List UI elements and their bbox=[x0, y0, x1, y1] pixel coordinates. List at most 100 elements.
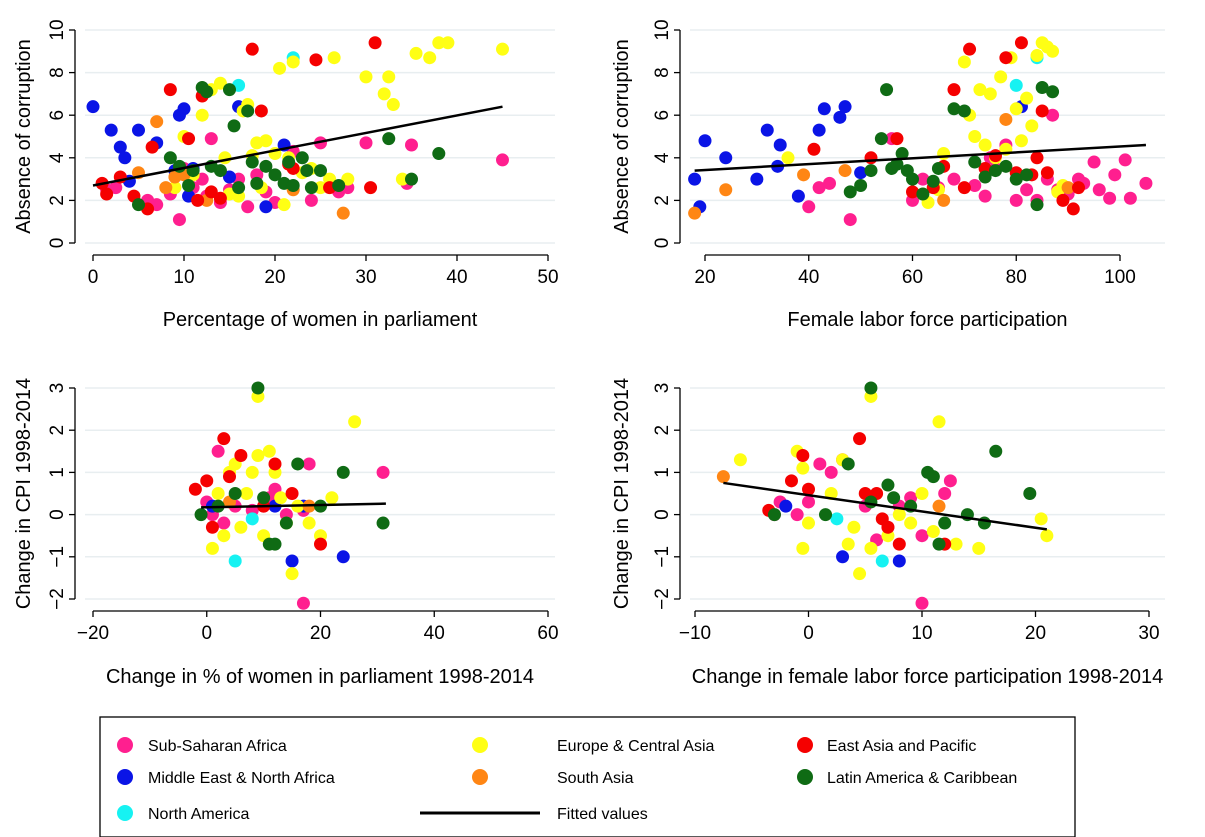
data-point bbox=[881, 478, 895, 492]
x-tick-label: 0 bbox=[88, 267, 99, 288]
data-point bbox=[348, 415, 362, 429]
data-point bbox=[245, 42, 259, 56]
data-point bbox=[802, 200, 816, 214]
data-point bbox=[854, 166, 868, 180]
data-point bbox=[291, 457, 305, 471]
data-point bbox=[113, 140, 127, 154]
data-point bbox=[223, 170, 236, 184]
legend-marker bbox=[117, 769, 133, 785]
data-point bbox=[314, 537, 327, 551]
y-tick-label: 2 bbox=[47, 195, 68, 206]
y-tick-label: 6 bbox=[47, 110, 68, 121]
x-tick-label: 0 bbox=[201, 623, 212, 644]
data-point bbox=[332, 178, 346, 192]
data-point bbox=[309, 53, 323, 67]
x-tick-label: 80 bbox=[1006, 267, 1027, 288]
x-tick-label: 60 bbox=[537, 623, 558, 644]
data-point bbox=[1046, 108, 1060, 122]
data-point bbox=[937, 193, 951, 207]
y-tick-label: 2 bbox=[652, 195, 673, 206]
data-point bbox=[875, 554, 889, 568]
data-point bbox=[218, 151, 232, 165]
data-point bbox=[906, 172, 919, 186]
data-point bbox=[887, 491, 901, 505]
data-point bbox=[698, 134, 712, 148]
data-point bbox=[947, 83, 961, 97]
data-point bbox=[716, 470, 730, 484]
x-tick-label: 10 bbox=[173, 267, 194, 288]
x-axis-title: Female labor force participation bbox=[787, 309, 1067, 331]
legend-marker bbox=[797, 769, 813, 785]
data-point bbox=[926, 524, 940, 538]
x-tick-label: 20 bbox=[1025, 623, 1046, 644]
data-point bbox=[188, 482, 202, 496]
data-point bbox=[1009, 102, 1023, 116]
series-north-america bbox=[228, 512, 259, 568]
data-point bbox=[915, 487, 929, 500]
data-point bbox=[359, 70, 373, 84]
data-point bbox=[109, 181, 123, 195]
y-tick-label: 8 bbox=[652, 67, 673, 78]
legend-marker bbox=[472, 769, 488, 785]
data-point bbox=[1023, 487, 1037, 500]
y-tick-label: 2 bbox=[47, 425, 68, 436]
data-point bbox=[405, 138, 418, 152]
legend-marker bbox=[117, 805, 133, 821]
data-point bbox=[200, 85, 214, 99]
series-europe-and-central-asia bbox=[168, 36, 509, 212]
data-point bbox=[719, 151, 733, 165]
x-tick-label: 40 bbox=[798, 267, 819, 288]
data-point bbox=[285, 487, 299, 500]
x-tick-label: 50 bbox=[537, 267, 558, 288]
data-point bbox=[843, 185, 857, 199]
data-point bbox=[880, 83, 894, 97]
legend-label: Fitted values bbox=[557, 806, 648, 823]
data-point bbox=[194, 508, 208, 522]
data-point bbox=[341, 172, 355, 186]
y-tick-label: 0 bbox=[47, 509, 68, 520]
data-point bbox=[1030, 151, 1044, 165]
series-latin-america-and-caribbean bbox=[843, 81, 1060, 212]
data-point bbox=[1009, 78, 1023, 92]
data-point bbox=[250, 176, 264, 190]
data-point bbox=[200, 474, 214, 488]
data-point bbox=[817, 102, 831, 116]
x-tick-label: 60 bbox=[902, 267, 923, 288]
data-point bbox=[947, 172, 961, 186]
data-point bbox=[841, 457, 855, 471]
data-point bbox=[217, 529, 231, 543]
data-point bbox=[228, 554, 242, 568]
x-tick-label: −20 bbox=[77, 623, 109, 644]
legend-label: North America bbox=[148, 806, 249, 823]
data-point bbox=[864, 381, 878, 395]
data-point bbox=[874, 132, 888, 146]
data-point bbox=[904, 516, 918, 530]
data-point bbox=[957, 104, 971, 118]
data-point bbox=[994, 70, 1008, 84]
data-point bbox=[807, 142, 821, 156]
data-point bbox=[864, 151, 878, 165]
data-point bbox=[843, 213, 857, 227]
data-point bbox=[915, 596, 929, 610]
data-point bbox=[836, 550, 850, 564]
data-point bbox=[931, 161, 945, 175]
data-point bbox=[213, 164, 227, 178]
data-point bbox=[314, 164, 327, 178]
chart-panel-2: 0 2 4 6 8 10 20 40 60 80 100 Female labor force par… bbox=[611, 19, 1165, 331]
data-point bbox=[989, 149, 1002, 163]
data-point bbox=[797, 168, 811, 182]
data-point bbox=[750, 172, 764, 186]
data-point bbox=[282, 155, 296, 169]
data-point bbox=[191, 193, 205, 207]
data-point bbox=[688, 172, 702, 186]
data-point bbox=[211, 487, 225, 500]
data-point bbox=[262, 444, 276, 458]
series-middle-east-and-north-africa bbox=[779, 499, 906, 568]
data-point bbox=[824, 465, 838, 479]
data-point bbox=[892, 508, 906, 522]
data-point bbox=[841, 537, 855, 551]
data-point bbox=[223, 83, 236, 97]
data-point bbox=[228, 487, 242, 500]
